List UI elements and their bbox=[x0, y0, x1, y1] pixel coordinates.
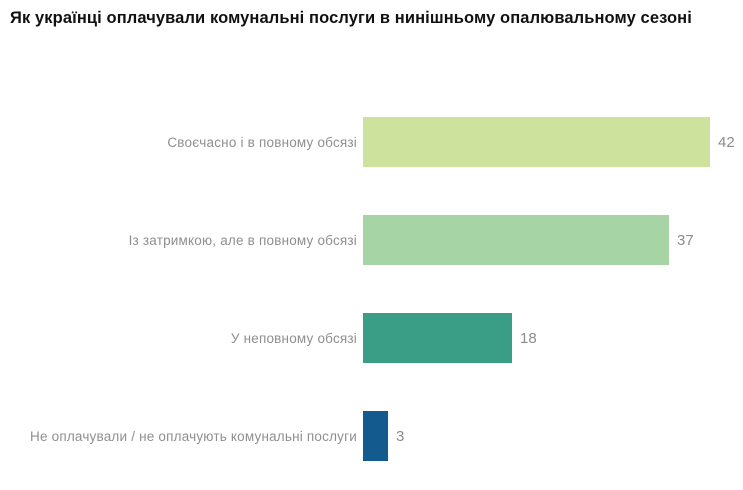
bar-row: У неповному обсязі 18 bbox=[0, 289, 743, 387]
bar-row: Із затримкою, але в повному обсязі 37 bbox=[0, 191, 743, 289]
value-label: 37 bbox=[677, 231, 694, 249]
bar-chart: Своєчасно і в повному обсязі 42 Із затримк… bbox=[0, 93, 743, 485]
chart-title: Як українці оплачували комунальні послуг… bbox=[10, 9, 692, 27]
bar-row: Своєчасно і в повному обсязі 42 bbox=[0, 93, 743, 191]
bar bbox=[363, 117, 710, 167]
category-label: Своєчасно і в повному обсязі bbox=[167, 134, 357, 150]
bar bbox=[363, 313, 512, 363]
category-label: Не оплачували / не оплачують комунальні … bbox=[30, 428, 357, 444]
category-label: Із затримкою, але в повному обсязі bbox=[128, 232, 357, 248]
category-label: У неповному обсязі bbox=[230, 330, 357, 346]
bar bbox=[363, 215, 669, 265]
bar-row: Не оплачували / не оплачують комунальні … bbox=[0, 387, 743, 485]
value-label: 3 bbox=[396, 427, 405, 445]
value-label: 18 bbox=[520, 329, 537, 347]
value-label: 42 bbox=[718, 133, 735, 151]
bar bbox=[363, 411, 388, 461]
